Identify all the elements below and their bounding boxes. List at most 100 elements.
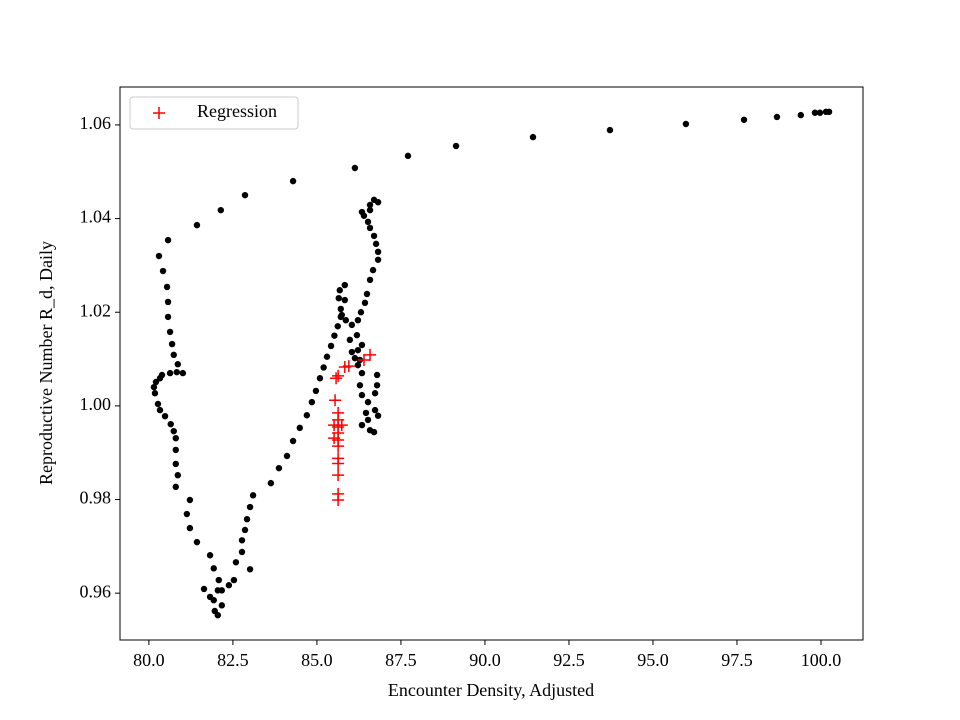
point bbox=[357, 353, 370, 366]
x-tick-label: 80.0 bbox=[133, 650, 165, 670]
point bbox=[373, 371, 381, 379]
point bbox=[374, 256, 382, 263]
point bbox=[249, 492, 257, 499]
point bbox=[354, 361, 362, 369]
point bbox=[296, 424, 303, 432]
x-tick-label: 87.5 bbox=[385, 650, 417, 670]
point bbox=[215, 576, 222, 584]
point bbox=[289, 437, 297, 445]
point bbox=[335, 294, 342, 302]
point bbox=[328, 432, 341, 445]
point bbox=[348, 348, 356, 356]
x-tick-label: 100.0 bbox=[801, 650, 842, 670]
point bbox=[193, 538, 201, 546]
plot-area bbox=[119, 86, 864, 641]
point bbox=[336, 287, 343, 294]
point bbox=[155, 252, 163, 260]
y-tick-label: 0.98 bbox=[80, 488, 112, 508]
point bbox=[332, 440, 345, 453]
point bbox=[174, 471, 182, 479]
point bbox=[156, 406, 164, 414]
point bbox=[166, 328, 174, 336]
point bbox=[358, 208, 366, 216]
point bbox=[354, 316, 362, 324]
point bbox=[822, 108, 830, 116]
point bbox=[353, 331, 361, 339]
point bbox=[164, 298, 172, 306]
point bbox=[186, 496, 194, 504]
point bbox=[364, 416, 372, 424]
point bbox=[370, 232, 378, 240]
point bbox=[186, 524, 194, 532]
point bbox=[364, 398, 372, 406]
y-tick-label: 1.02 bbox=[80, 300, 112, 320]
point bbox=[267, 479, 275, 487]
point bbox=[303, 412, 311, 419]
point bbox=[332, 469, 345, 482]
legend-label: Regression bbox=[197, 101, 277, 121]
point bbox=[159, 267, 167, 275]
x-tick-label: 95.0 bbox=[637, 650, 669, 670]
point bbox=[243, 515, 251, 523]
point bbox=[373, 382, 381, 389]
x-tick-label: 97.5 bbox=[721, 650, 753, 670]
x-tick-label: 85.0 bbox=[301, 650, 333, 670]
y-tick-label: 1.00 bbox=[80, 394, 112, 414]
point bbox=[358, 341, 366, 349]
point bbox=[193, 221, 201, 229]
point bbox=[330, 372, 343, 385]
point bbox=[335, 419, 348, 432]
legend-marker bbox=[153, 107, 165, 119]
point bbox=[404, 152, 412, 160]
point bbox=[156, 375, 164, 382]
point bbox=[241, 526, 249, 534]
point bbox=[164, 313, 172, 321]
point bbox=[358, 421, 366, 429]
point bbox=[206, 552, 214, 559]
point bbox=[816, 109, 824, 116]
point bbox=[232, 559, 240, 566]
point bbox=[366, 201, 374, 209]
point bbox=[170, 351, 177, 359]
point bbox=[154, 400, 162, 408]
point bbox=[374, 198, 382, 206]
y-axis-label: Reproductive Number R_d, Daily bbox=[36, 241, 56, 485]
point bbox=[246, 503, 254, 511]
point bbox=[214, 611, 221, 619]
point bbox=[366, 276, 374, 284]
point bbox=[354, 346, 362, 354]
point bbox=[238, 537, 246, 544]
point bbox=[364, 348, 377, 361]
point bbox=[172, 446, 179, 454]
point bbox=[797, 111, 805, 119]
point bbox=[150, 383, 158, 391]
point bbox=[329, 394, 342, 407]
point bbox=[351, 164, 359, 172]
point bbox=[366, 224, 374, 232]
point bbox=[163, 283, 171, 291]
point bbox=[363, 290, 371, 298]
point bbox=[682, 120, 690, 128]
x-tick-label: 82.5 bbox=[217, 650, 249, 670]
point bbox=[151, 390, 159, 397]
point bbox=[452, 142, 460, 150]
point bbox=[346, 336, 354, 344]
point bbox=[332, 493, 345, 506]
point bbox=[225, 582, 233, 589]
point bbox=[312, 387, 320, 395]
point bbox=[172, 483, 179, 491]
point bbox=[170, 427, 177, 435]
point bbox=[357, 309, 365, 316]
point bbox=[371, 406, 379, 414]
point bbox=[172, 434, 179, 442]
point bbox=[529, 133, 537, 141]
point bbox=[374, 248, 382, 256]
point bbox=[341, 281, 349, 289]
point bbox=[166, 369, 174, 377]
point bbox=[183, 510, 191, 518]
point bbox=[161, 412, 169, 420]
point bbox=[362, 409, 370, 417]
point bbox=[164, 236, 172, 244]
y-tick-label: 0.96 bbox=[80, 581, 112, 601]
